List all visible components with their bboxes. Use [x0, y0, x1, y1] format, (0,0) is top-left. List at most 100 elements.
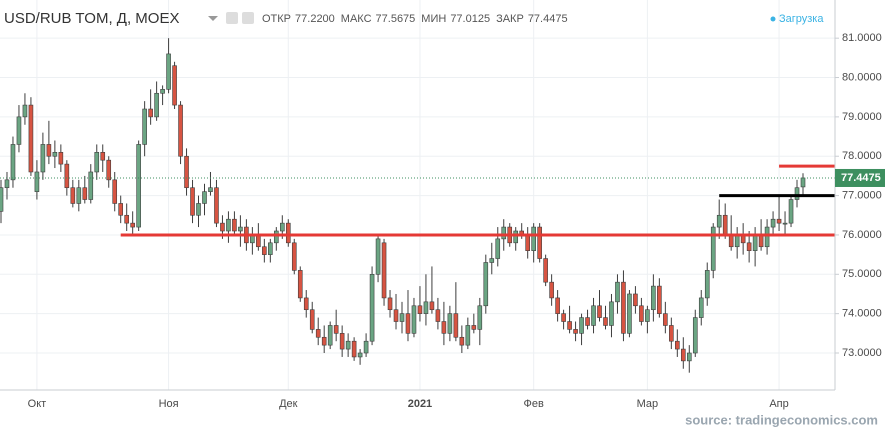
last-price-label: 77.4475	[841, 172, 881, 184]
field-name: МАКС	[341, 13, 372, 25]
candle-body	[333, 325, 339, 334]
candle-body	[495, 238, 501, 259]
candle-body	[70, 187, 76, 204]
candle-body	[94, 152, 100, 173]
candle-body	[274, 230, 279, 244]
candle-body	[567, 321, 572, 330]
candle-body	[130, 222, 135, 228]
y-tick-label: 74.0000	[842, 308, 882, 320]
candle-body	[513, 230, 519, 244]
candle-body	[776, 218, 782, 224]
candle-body	[375, 238, 381, 275]
candle-body	[88, 171, 94, 200]
candle-body	[758, 234, 764, 248]
candle-body	[220, 222, 225, 232]
candle-body	[531, 226, 536, 251]
candle-body	[483, 262, 489, 307]
y-tick-label: 73.0000	[842, 347, 882, 359]
y-tick-label: 81.0000	[842, 32, 882, 44]
candle-body	[794, 187, 800, 200]
candle-body	[28, 104, 34, 173]
x-tick-label: 2021	[408, 398, 432, 410]
candle-body	[698, 297, 704, 318]
candle-body	[411, 305, 417, 334]
candle-body	[190, 187, 195, 216]
candle-body	[543, 258, 548, 283]
candle-body	[232, 218, 237, 232]
candle-body	[381, 242, 387, 299]
field-value: 77.5675	[376, 13, 416, 25]
y-tick-label: 80.0000	[842, 71, 882, 83]
dropdown-icon[interactable]	[208, 16, 218, 21]
candle-body	[663, 313, 668, 326]
candle-body	[680, 348, 686, 362]
x-tick-label: Мар	[637, 398, 659, 410]
candle-body	[112, 179, 118, 204]
x-tick-label: Дек	[279, 398, 298, 410]
candle-body	[800, 177, 806, 188]
candle-body	[226, 218, 231, 232]
field-value: 77.2200	[295, 13, 335, 25]
x-tick-label: Ноя	[159, 398, 179, 410]
candle-body	[692, 317, 698, 354]
candle-body	[34, 171, 40, 192]
candle-body	[555, 297, 560, 314]
candle-body	[4, 179, 10, 189]
candle-body	[10, 144, 16, 181]
status-dot	[770, 16, 776, 22]
candle-body	[645, 309, 650, 322]
icon[interactable]	[242, 12, 254, 24]
candle-body	[704, 270, 710, 299]
y-tick-label: 78.0000	[842, 150, 882, 162]
candle-body	[597, 305, 602, 318]
candle-body	[489, 258, 495, 263]
candle-body	[459, 336, 465, 346]
candle-body	[178, 104, 183, 157]
candle-body	[214, 187, 219, 224]
candle-body	[172, 65, 177, 106]
candle-body	[82, 187, 88, 200]
candle-body	[639, 305, 644, 322]
candle-body	[710, 226, 716, 271]
candle-body	[441, 321, 447, 334]
candle-body	[537, 226, 542, 259]
field-name: ОТКР	[262, 13, 291, 25]
candle-body	[40, 144, 46, 173]
candle-body	[722, 214, 728, 236]
y-tick-label: 79.0000	[842, 111, 882, 123]
candle-body	[58, 152, 64, 165]
candle-body	[309, 309, 315, 330]
candle-body	[0, 187, 4, 212]
candle-body	[154, 92, 159, 118]
y-tick-label: 75.0000	[842, 268, 882, 280]
status: Загрузка	[779, 13, 824, 25]
candle-body	[369, 273, 375, 342]
y-tick-label: 77.0000	[842, 189, 882, 201]
candle-body	[52, 152, 58, 157]
field-name: ЗАКР	[496, 13, 524, 25]
candle-body	[435, 309, 441, 322]
candle-body	[453, 313, 459, 338]
candle-body	[657, 285, 662, 314]
candle-body	[393, 309, 399, 322]
field-value: 77.0125	[450, 13, 490, 25]
candle-body	[447, 313, 453, 334]
candle-body	[734, 234, 740, 248]
x-tick-label: Фев	[524, 398, 544, 410]
icon[interactable]	[226, 12, 238, 24]
candle-body	[621, 281, 626, 334]
candle-body	[764, 226, 770, 248]
candle-body	[100, 152, 106, 161]
y-tick-label: 76.0000	[842, 229, 882, 241]
candle-body	[399, 313, 405, 322]
x-tick-label: Апр	[769, 398, 788, 410]
candle-body	[148, 108, 153, 118]
candle-body	[262, 246, 267, 255]
candle-body	[573, 329, 578, 334]
candle-body	[160, 89, 165, 94]
candle-body	[238, 226, 243, 232]
candle-body	[297, 270, 303, 299]
field-name: МИН	[421, 13, 446, 25]
